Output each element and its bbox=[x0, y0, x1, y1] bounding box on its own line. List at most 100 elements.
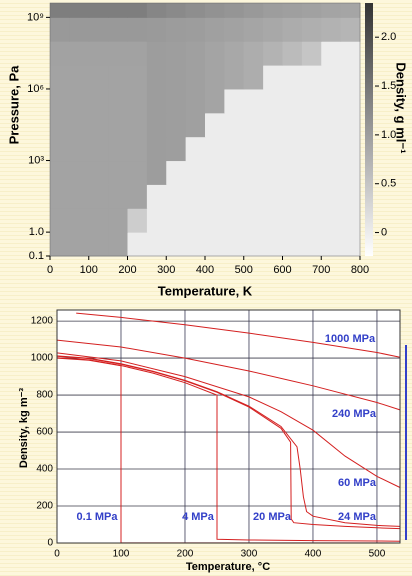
heat-cell bbox=[282, 41, 303, 66]
heat-cell bbox=[50, 65, 70, 90]
x-tick-label: 300 bbox=[157, 264, 175, 276]
heat-cell bbox=[301, 208, 322, 233]
heat-cell bbox=[301, 65, 322, 90]
y-tick-label: 200 bbox=[36, 501, 53, 512]
x-axis-title: Temperature, °C bbox=[186, 561, 270, 573]
heat-cell bbox=[282, 88, 303, 114]
heat-cell bbox=[340, 41, 361, 66]
series-label: 1000 MPa bbox=[325, 333, 376, 345]
heat-cell bbox=[301, 41, 322, 66]
heat-cell bbox=[146, 184, 167, 209]
heat-cell bbox=[224, 136, 245, 162]
heat-cell bbox=[108, 208, 128, 233]
heat-cell bbox=[127, 208, 148, 233]
heat-cell bbox=[108, 3, 128, 18]
heat-cell bbox=[321, 208, 342, 233]
heat-cell bbox=[166, 88, 187, 114]
heat-cell bbox=[69, 3, 90, 18]
x-tick-label: 400 bbox=[196, 264, 214, 276]
heat-cell bbox=[263, 184, 283, 209]
heat-cell bbox=[166, 112, 187, 138]
heat-cell bbox=[263, 136, 283, 162]
heat-cell bbox=[224, 232, 245, 257]
heat-cell bbox=[69, 41, 90, 66]
heat-cell bbox=[282, 208, 303, 233]
x-tick-label: 100 bbox=[113, 549, 130, 560]
heat-cell bbox=[166, 136, 187, 162]
plot-frame bbox=[56, 309, 401, 544]
heat-cell bbox=[69, 88, 90, 114]
y-tick-label: 10³ bbox=[28, 154, 44, 166]
heat-cell bbox=[205, 112, 225, 138]
heat-cell bbox=[127, 136, 148, 162]
heat-cell bbox=[108, 184, 128, 209]
series-label: 4 MPa bbox=[182, 511, 215, 523]
heat-cell bbox=[340, 3, 361, 18]
colorbar-tick-label: 1.5 bbox=[381, 80, 396, 92]
heat-cell bbox=[321, 184, 342, 209]
series-label: 0.1 MPa bbox=[77, 511, 119, 523]
heat-cell bbox=[282, 232, 303, 257]
heat-cell bbox=[340, 88, 361, 114]
heat-cell bbox=[263, 208, 283, 233]
heat-cell bbox=[185, 112, 206, 138]
series-line bbox=[56, 355, 401, 527]
y-tick-label: 1000 bbox=[31, 353, 54, 364]
heat-cell bbox=[146, 136, 167, 162]
heat-cell bbox=[166, 160, 187, 185]
series-label: 20 MPa bbox=[253, 511, 292, 523]
series-line bbox=[56, 357, 401, 542]
heat-cell bbox=[321, 136, 342, 162]
heat-cell bbox=[185, 17, 206, 42]
heat-cell bbox=[224, 88, 245, 114]
heat-cell bbox=[69, 208, 90, 233]
series-label: 24 MPa bbox=[338, 511, 377, 523]
series-line bbox=[56, 352, 401, 488]
heat-cell bbox=[185, 208, 206, 233]
heat-cell bbox=[224, 208, 245, 233]
heat-cell bbox=[69, 160, 90, 185]
y-tick-label: 800 bbox=[36, 390, 53, 401]
heat-cell bbox=[224, 160, 245, 185]
heat-cell bbox=[243, 208, 264, 233]
heat-cell bbox=[50, 136, 70, 162]
heat-cell bbox=[185, 232, 206, 257]
heat-cell bbox=[108, 112, 128, 138]
heat-cell bbox=[146, 41, 167, 66]
heat-cell bbox=[321, 41, 342, 66]
heat-cell bbox=[282, 112, 303, 138]
heat-cell bbox=[69, 17, 90, 42]
heat-cell bbox=[146, 17, 167, 42]
heat-cell bbox=[224, 112, 245, 138]
heat-cell bbox=[321, 88, 342, 114]
y-tick-label: 600 bbox=[36, 427, 53, 438]
heat-cell bbox=[108, 65, 128, 90]
heat-cell bbox=[263, 65, 283, 90]
heat-cell bbox=[340, 184, 361, 209]
heat-cell bbox=[205, 3, 225, 18]
heat-cell bbox=[166, 65, 187, 90]
heat-cell bbox=[340, 136, 361, 162]
heat-cell bbox=[321, 112, 342, 138]
heat-cell bbox=[146, 3, 167, 18]
y-axis-title: Density, kg m⁻³ bbox=[18, 388, 30, 469]
heat-cell bbox=[301, 184, 322, 209]
heat-cell bbox=[146, 232, 167, 257]
heat-cell bbox=[205, 208, 225, 233]
heat-cell bbox=[243, 184, 264, 209]
heat-cell bbox=[224, 17, 245, 42]
heat-cell bbox=[88, 208, 109, 233]
heat-cell bbox=[243, 3, 264, 18]
x-tick-label: 0 bbox=[54, 549, 60, 560]
heat-cell bbox=[146, 88, 167, 114]
series-label: 240 MPa bbox=[332, 408, 377, 420]
heat-cell bbox=[263, 160, 283, 185]
heat-cell bbox=[321, 160, 342, 185]
heat-cell bbox=[205, 17, 225, 42]
heat-cell bbox=[127, 88, 148, 114]
heat-cell bbox=[205, 88, 225, 114]
heat-cell bbox=[243, 112, 264, 138]
heat-cell bbox=[340, 208, 361, 233]
y-tick-label: 1200 bbox=[31, 316, 54, 327]
y-tick-label: 0.1 bbox=[29, 250, 44, 262]
